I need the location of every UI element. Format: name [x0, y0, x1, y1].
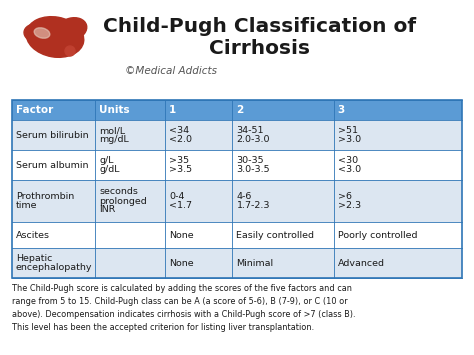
- Text: INR: INR: [99, 206, 116, 214]
- Text: 30-35: 30-35: [237, 156, 264, 165]
- Text: Poorly controlled: Poorly controlled: [338, 230, 417, 240]
- Text: Serum bilirubin: Serum bilirubin: [16, 131, 89, 140]
- Text: encephalopathy: encephalopathy: [16, 263, 92, 272]
- Text: >2.3: >2.3: [338, 201, 361, 210]
- Bar: [12, 180, 462, 222]
- Text: Units: Units: [99, 105, 130, 115]
- Text: >35: >35: [169, 156, 189, 165]
- Text: None: None: [169, 230, 193, 240]
- Text: time: time: [16, 201, 37, 210]
- Ellipse shape: [57, 18, 87, 40]
- Text: Cirrhosis: Cirrhosis: [210, 39, 310, 59]
- Text: Hepatic: Hepatic: [16, 254, 52, 263]
- Text: mol/L: mol/L: [99, 126, 126, 135]
- Text: g/L: g/L: [99, 156, 114, 165]
- Text: Factor: Factor: [16, 105, 53, 115]
- Bar: [12, 150, 462, 180]
- Text: <34: <34: [169, 126, 189, 135]
- Text: 4-6: 4-6: [237, 192, 252, 201]
- Text: 1.7-2.3: 1.7-2.3: [237, 201, 270, 210]
- Text: mg/dL: mg/dL: [99, 135, 129, 144]
- Bar: [12, 248, 462, 278]
- Text: <2.0: <2.0: [169, 135, 192, 144]
- Text: <30: <30: [338, 156, 358, 165]
- Text: Minimal: Minimal: [237, 258, 273, 268]
- Bar: [12, 100, 462, 278]
- Text: seconds: seconds: [99, 187, 138, 197]
- Text: 1: 1: [169, 105, 176, 115]
- Text: Easily controlled: Easily controlled: [237, 230, 315, 240]
- Text: None: None: [169, 258, 193, 268]
- Text: Child-Pugh Classification of: Child-Pugh Classification of: [103, 17, 417, 37]
- Text: Ascites: Ascites: [16, 230, 50, 240]
- Text: >51: >51: [338, 126, 358, 135]
- Text: >3.5: >3.5: [169, 165, 192, 174]
- Ellipse shape: [24, 24, 48, 42]
- Text: 0-4: 0-4: [169, 192, 184, 201]
- Text: Serum albumin: Serum albumin: [16, 160, 89, 169]
- Bar: [12, 100, 462, 120]
- Bar: [12, 222, 462, 248]
- Text: Prothrombin: Prothrombin: [16, 192, 74, 201]
- Text: 3.0-3.5: 3.0-3.5: [237, 165, 270, 174]
- Text: <3.0: <3.0: [338, 165, 361, 174]
- Circle shape: [65, 46, 75, 56]
- Text: >3.0: >3.0: [338, 135, 361, 144]
- Text: Advanced: Advanced: [338, 258, 385, 268]
- Text: 3: 3: [338, 105, 345, 115]
- Text: g/dL: g/dL: [99, 165, 120, 174]
- Ellipse shape: [26, 17, 84, 57]
- Text: <1.7: <1.7: [169, 201, 192, 210]
- Text: ©Medical Addicts: ©Medical Addicts: [125, 66, 217, 76]
- Text: 2.0-3.0: 2.0-3.0: [237, 135, 270, 144]
- Text: prolonged: prolonged: [99, 197, 147, 206]
- Ellipse shape: [34, 28, 50, 38]
- Text: 2: 2: [237, 105, 244, 115]
- Bar: [12, 120, 462, 150]
- Text: The Child-Pugh score is calculated by adding the scores of the five factors and : The Child-Pugh score is calculated by ad…: [12, 284, 356, 332]
- Text: 34-51: 34-51: [237, 126, 264, 135]
- Ellipse shape: [51, 47, 65, 57]
- Text: >6: >6: [338, 192, 352, 201]
